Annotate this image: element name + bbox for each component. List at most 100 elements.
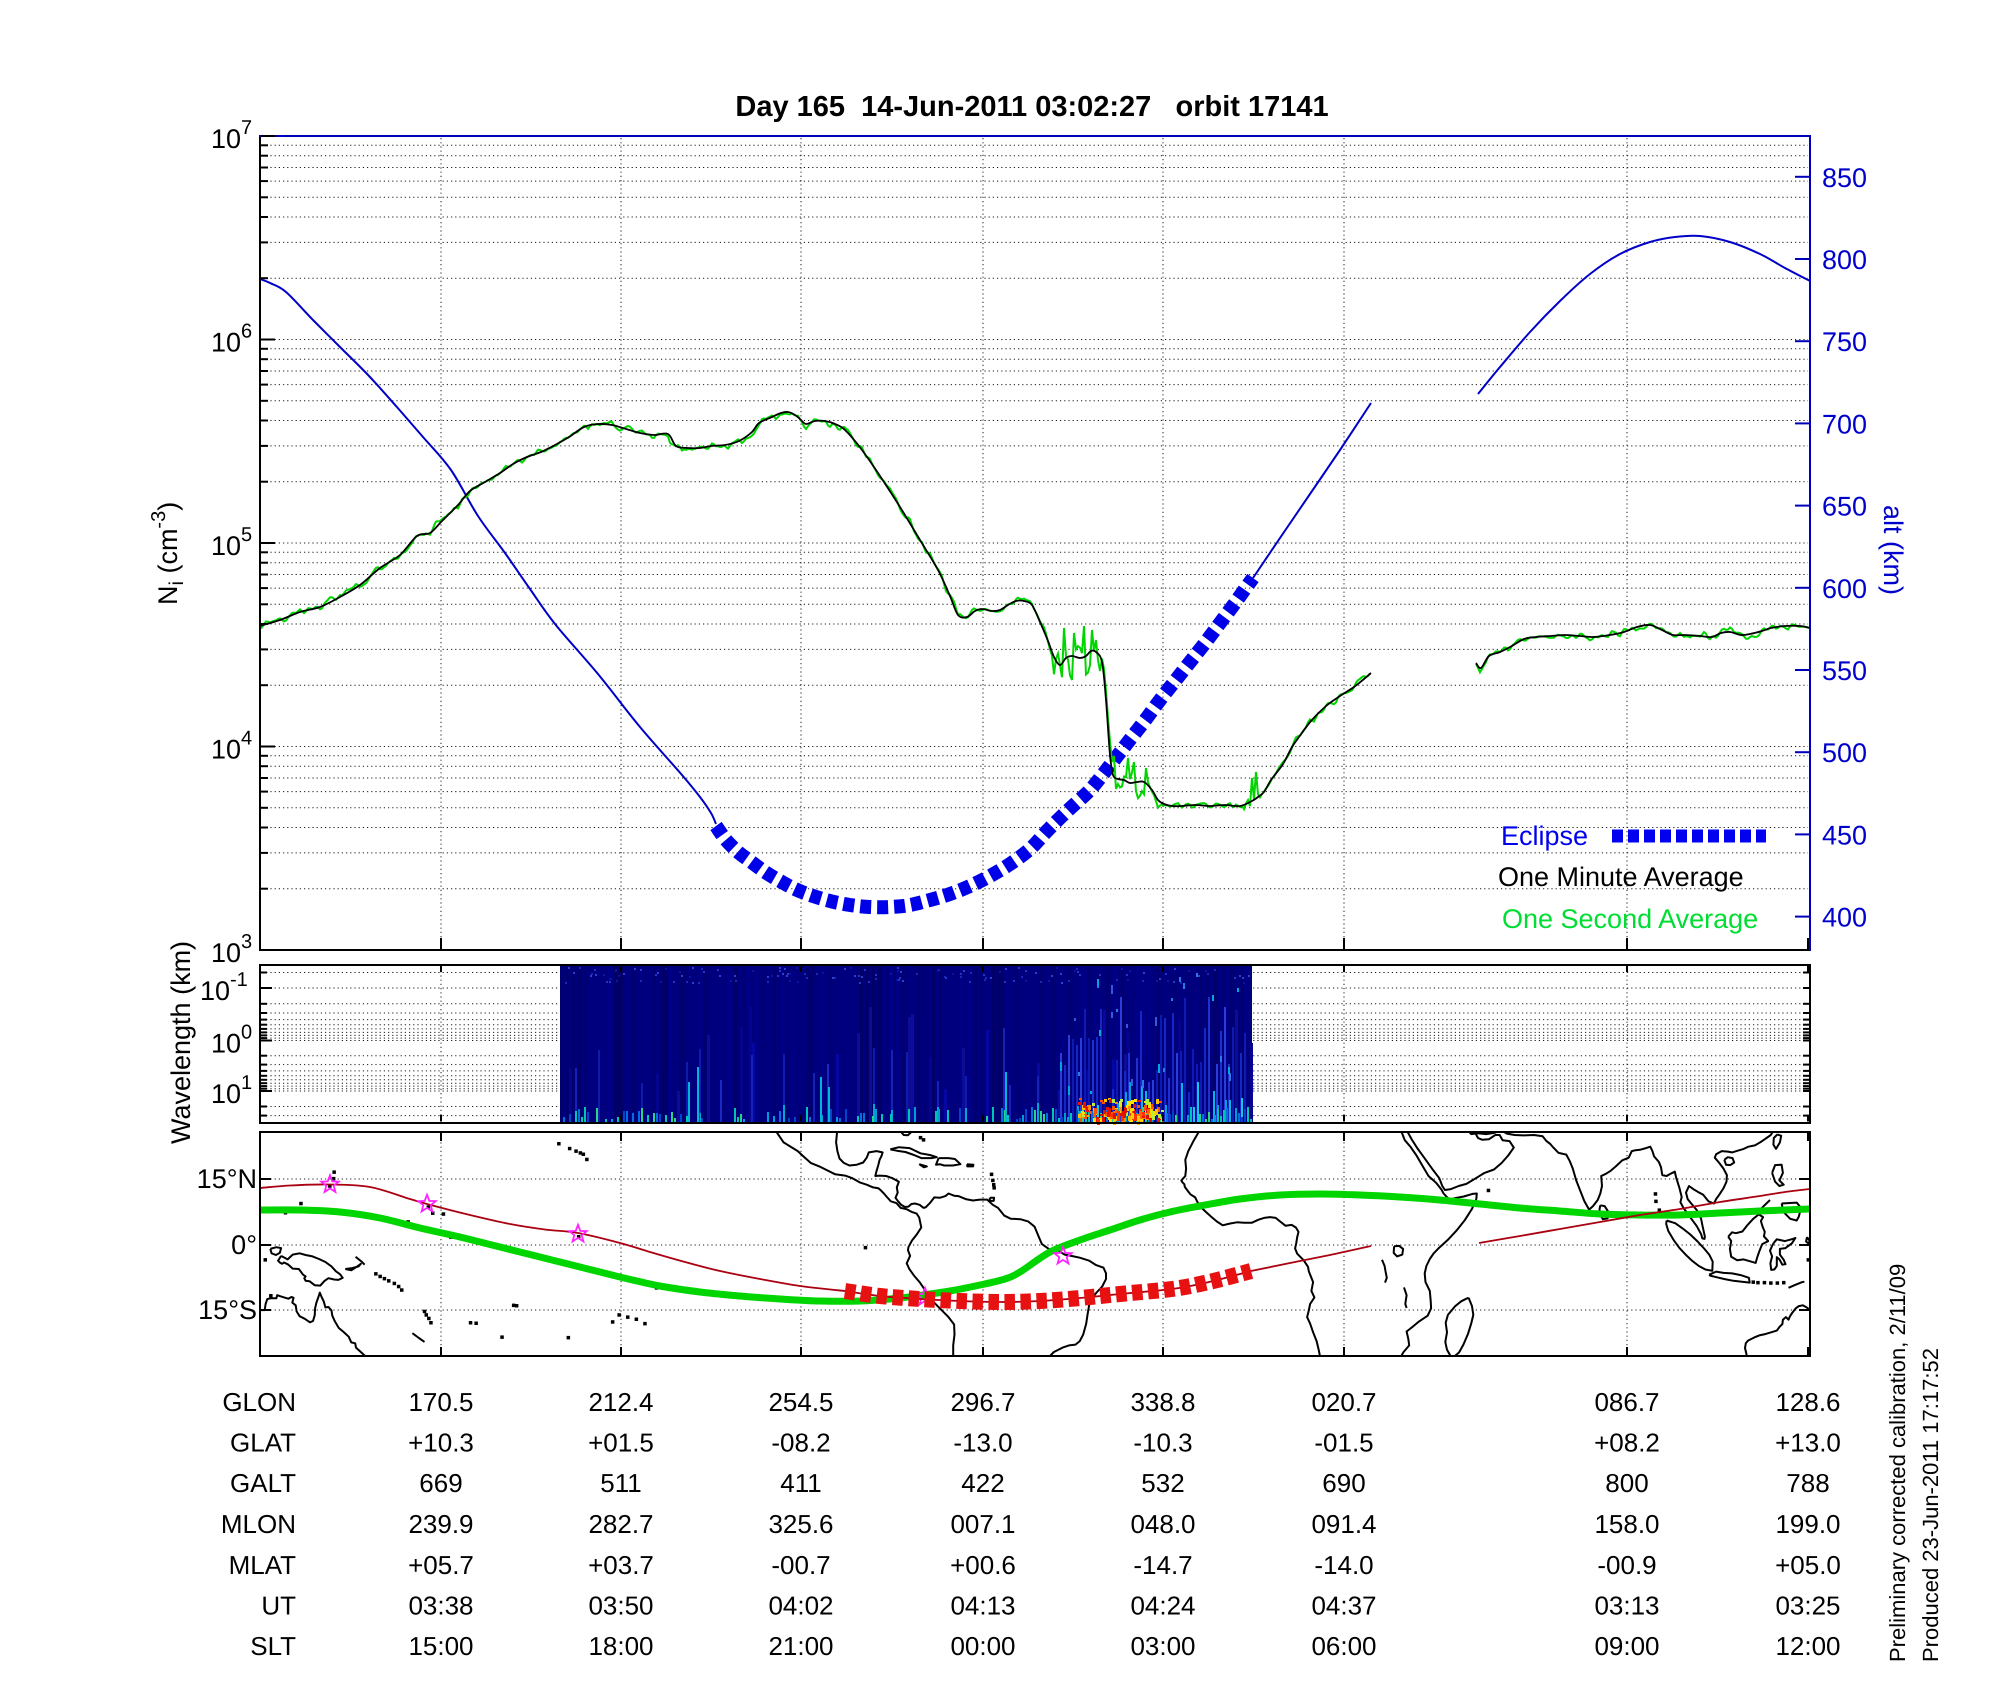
svg-text:254.5: 254.5 <box>768 1387 833 1417</box>
svg-text:04:13: 04:13 <box>950 1591 1015 1621</box>
svg-text:10: 10 <box>200 976 230 1006</box>
svg-text:MLON: MLON <box>221 1509 296 1539</box>
svg-text:128.6: 128.6 <box>1775 1387 1840 1417</box>
svg-text:7: 7 <box>241 117 252 139</box>
svg-text:-13.0: -13.0 <box>953 1428 1012 1458</box>
svg-text:One Second Average: One Second Average <box>1502 904 1758 934</box>
svg-text:199.0: 199.0 <box>1775 1509 1840 1539</box>
svg-text:532: 532 <box>1141 1468 1184 1498</box>
svg-text:SLT: SLT <box>250 1631 296 1661</box>
svg-text:+10.3: +10.3 <box>408 1428 474 1458</box>
svg-text:GLAT: GLAT <box>230 1428 296 1458</box>
svg-text:UT: UT <box>261 1591 296 1621</box>
svg-text:007.1: 007.1 <box>950 1509 1015 1539</box>
svg-text:10: 10 <box>211 328 241 358</box>
svg-text:alt (km): alt (km) <box>1878 505 1908 595</box>
svg-text:411: 411 <box>780 1468 821 1498</box>
svg-text:1: 1 <box>241 1072 252 1094</box>
svg-text:170.5: 170.5 <box>408 1387 473 1417</box>
svg-text:03:25: 03:25 <box>1775 1591 1840 1621</box>
svg-text:3: 3 <box>241 931 252 953</box>
svg-text:+00.6: +00.6 <box>950 1550 1016 1580</box>
svg-text:-08.2: -08.2 <box>771 1428 830 1458</box>
svg-text:550: 550 <box>1822 656 1867 686</box>
svg-text:03:38: 03:38 <box>408 1591 473 1621</box>
svg-text:5: 5 <box>241 524 252 546</box>
svg-text:GLON: GLON <box>222 1387 296 1417</box>
svg-text:-14.0: -14.0 <box>1314 1550 1373 1580</box>
svg-text:086.7: 086.7 <box>1594 1387 1659 1417</box>
svg-text:15:00: 15:00 <box>408 1631 473 1661</box>
svg-text:-00.9: -00.9 <box>1597 1550 1656 1580</box>
svg-text:-01.5: -01.5 <box>1314 1428 1373 1458</box>
svg-text:+01.5: +01.5 <box>588 1428 654 1458</box>
svg-text:296.7: 296.7 <box>950 1387 1015 1417</box>
svg-text:6: 6 <box>241 321 252 343</box>
svg-text:020.7: 020.7 <box>1311 1387 1376 1417</box>
svg-text:MLAT: MLAT <box>229 1550 297 1580</box>
svg-text:15°N: 15°N <box>197 1164 257 1194</box>
svg-text:21:00: 21:00 <box>768 1631 833 1661</box>
svg-text:+08.2: +08.2 <box>1594 1428 1660 1458</box>
svg-text:282.7: 282.7 <box>588 1509 653 1539</box>
svg-text:-1: -1 <box>230 969 248 991</box>
svg-text:325.6: 325.6 <box>768 1509 833 1539</box>
svg-text:10: 10 <box>211 1079 241 1109</box>
svg-text:-00.7: -00.7 <box>771 1550 830 1580</box>
svg-text:511: 511 <box>600 1468 641 1498</box>
svg-text:450: 450 <box>1822 820 1867 850</box>
svg-text:09:00: 09:00 <box>1594 1631 1659 1661</box>
svg-text:04:37: 04:37 <box>1311 1591 1376 1621</box>
svg-text:600: 600 <box>1822 574 1867 604</box>
svg-text:091.4: 091.4 <box>1311 1509 1376 1539</box>
svg-text:Eclipse: Eclipse <box>1501 821 1588 851</box>
svg-text:10: 10 <box>211 124 241 154</box>
svg-text:00:00: 00:00 <box>950 1631 1015 1661</box>
svg-text:800: 800 <box>1822 245 1867 275</box>
svg-text:750: 750 <box>1822 327 1867 357</box>
svg-text:Preliminary corrected calibrat: Preliminary corrected calibration, 2/11/… <box>1885 1264 1910 1662</box>
svg-text:700: 700 <box>1822 409 1867 439</box>
svg-text:4: 4 <box>241 728 252 750</box>
svg-text:239.9: 239.9 <box>408 1509 473 1539</box>
svg-text:690: 690 <box>1322 1468 1365 1498</box>
svg-text:10: 10 <box>211 1029 241 1059</box>
svg-text:800: 800 <box>1605 1468 1648 1498</box>
svg-text:0: 0 <box>241 1022 252 1044</box>
svg-text:400: 400 <box>1822 903 1867 933</box>
svg-text:Day 165 14-Jun-2011 03:02:27: Day 165 14-Jun-2011 03:02:27 orbit 17141 <box>735 91 1328 123</box>
svg-text:04:02: 04:02 <box>768 1591 833 1621</box>
svg-text:212.4: 212.4 <box>588 1387 653 1417</box>
svg-text:10: 10 <box>211 735 241 765</box>
svg-text:422: 422 <box>961 1468 1004 1498</box>
svg-text:Produced 23-Jun-2011 17:17:52: Produced 23-Jun-2011 17:17:52 <box>1918 1348 1943 1662</box>
svg-text:788: 788 <box>1786 1468 1829 1498</box>
svg-text:-10.3: -10.3 <box>1133 1428 1192 1458</box>
svg-text:GALT: GALT <box>230 1468 296 1498</box>
svg-text:+05.7: +05.7 <box>408 1550 474 1580</box>
svg-text:500: 500 <box>1822 738 1867 768</box>
svg-text:03:50: 03:50 <box>588 1591 653 1621</box>
svg-text:650: 650 <box>1822 492 1867 522</box>
svg-text:+03.7: +03.7 <box>588 1550 654 1580</box>
svg-text:+05.0: +05.0 <box>1775 1550 1841 1580</box>
svg-text:03:00: 03:00 <box>1130 1631 1195 1661</box>
svg-text:15°S: 15°S <box>198 1295 257 1325</box>
svg-text:One Minute Average: One Minute Average <box>1498 862 1744 892</box>
svg-text:03:13: 03:13 <box>1594 1591 1659 1621</box>
svg-text:Wavelength (km): Wavelength (km) <box>166 941 196 1144</box>
svg-text:10: 10 <box>211 938 241 968</box>
svg-text:850: 850 <box>1822 163 1867 193</box>
svg-text:12:00: 12:00 <box>1775 1631 1840 1661</box>
svg-text:048.0: 048.0 <box>1130 1509 1195 1539</box>
svg-text:06:00: 06:00 <box>1311 1631 1376 1661</box>
svg-text:669: 669 <box>419 1468 462 1498</box>
svg-text:04:24: 04:24 <box>1130 1591 1195 1621</box>
svg-text:+13.0: +13.0 <box>1775 1428 1841 1458</box>
svg-text:158.0: 158.0 <box>1594 1509 1659 1539</box>
svg-text:338.8: 338.8 <box>1130 1387 1195 1417</box>
svg-text:18:00: 18:00 <box>588 1631 653 1661</box>
svg-text:-14.7: -14.7 <box>1133 1550 1192 1580</box>
svg-text:0°: 0° <box>231 1230 257 1260</box>
svg-text:10: 10 <box>211 531 241 561</box>
